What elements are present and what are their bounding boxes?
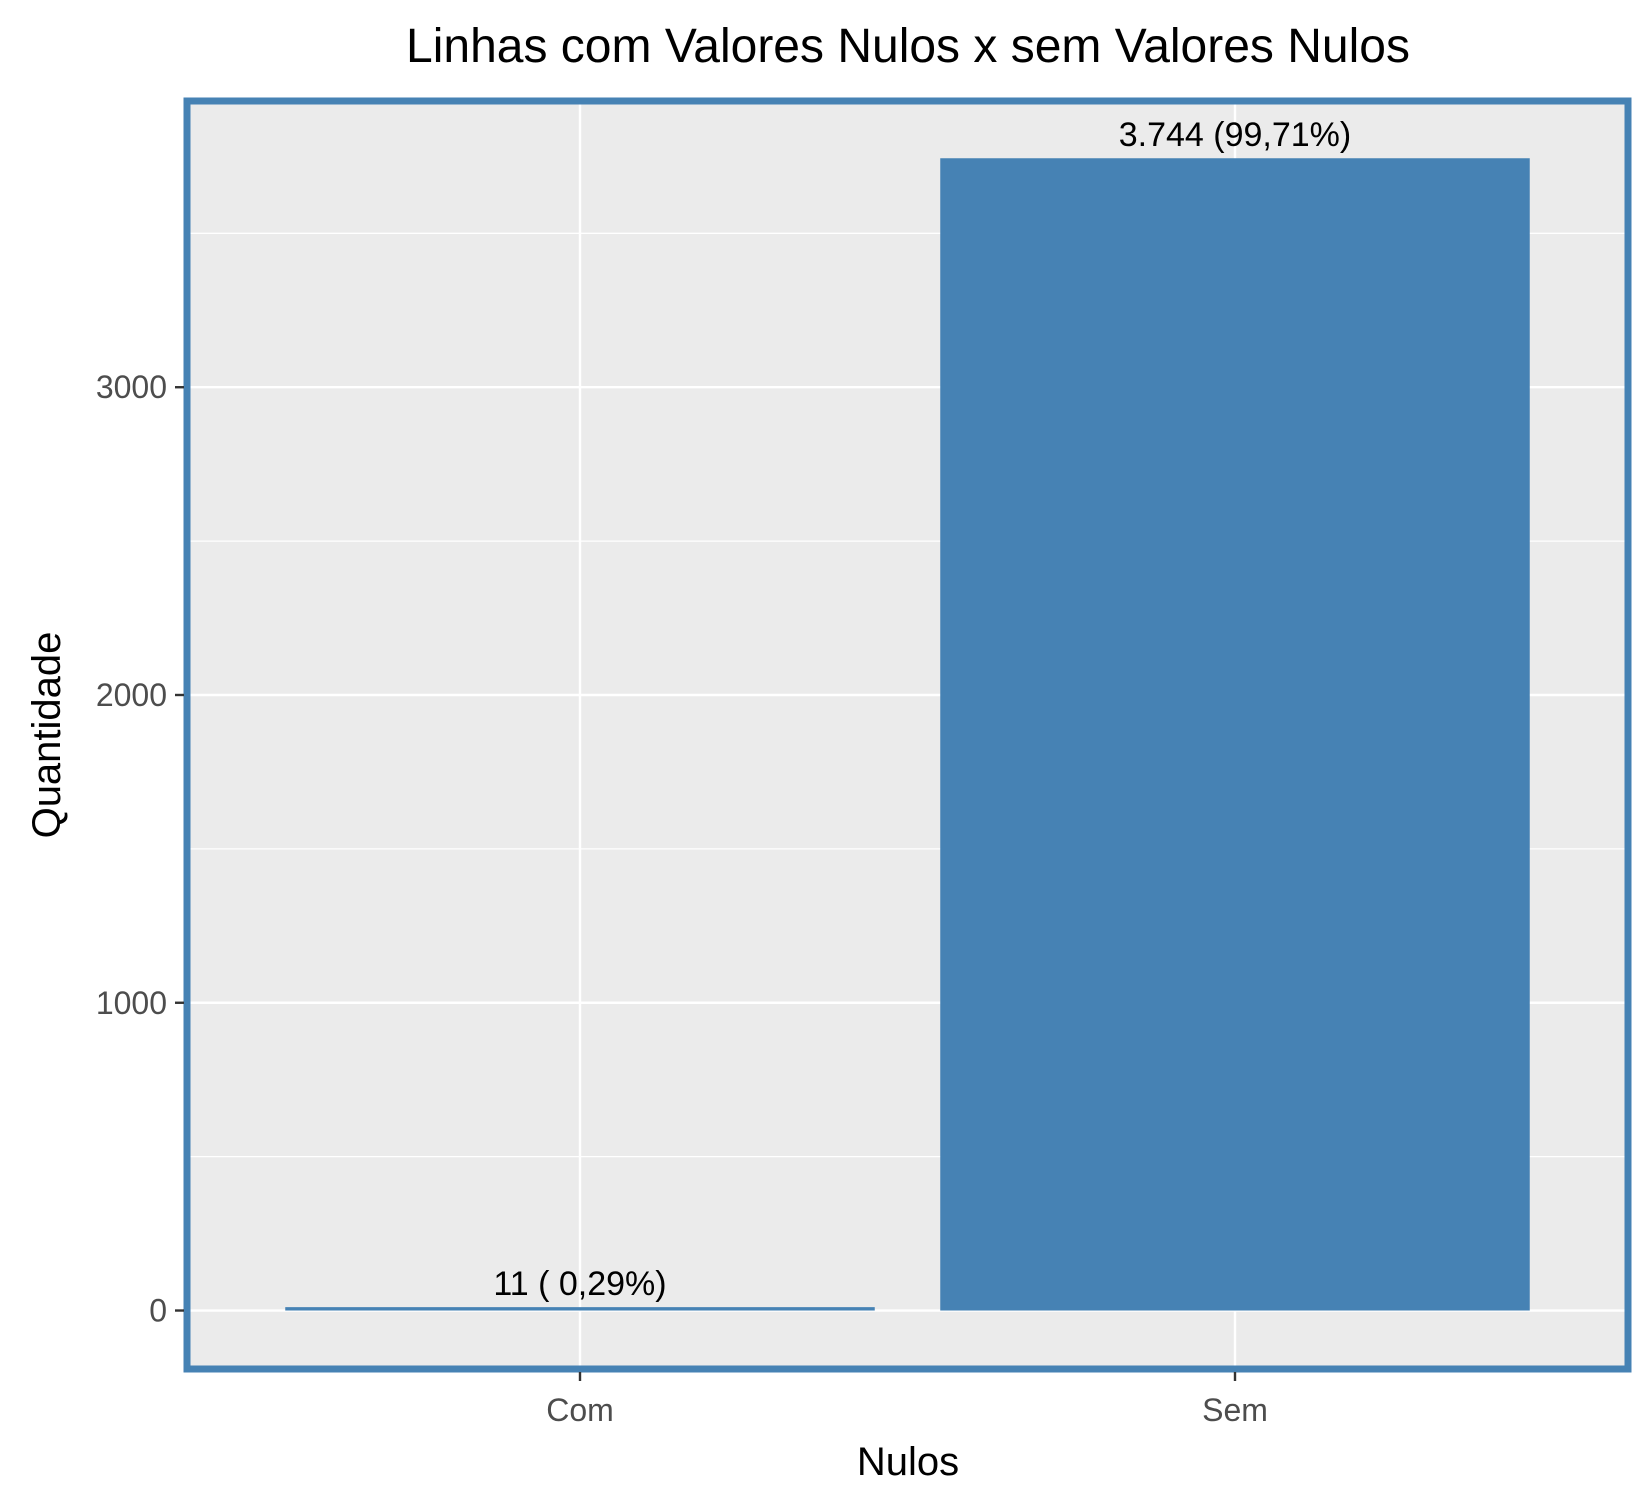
x-axis-title: Nulos xyxy=(857,1440,959,1484)
data-label-com: 11 ( 0,29%) xyxy=(493,1265,666,1303)
x-axis: Com Sem xyxy=(546,1372,1268,1428)
data-label-sem: 3.744 (99,71%) xyxy=(1119,116,1352,154)
plot-border xyxy=(183,97,1632,1373)
y-tick-label: 2000 xyxy=(96,677,167,713)
y-tick-label: 3000 xyxy=(96,369,167,405)
x-tick-label: Sem xyxy=(1202,1392,1268,1428)
x-tick-label: Com xyxy=(546,1392,614,1428)
bar-com xyxy=(285,1307,875,1311)
data-labels: 11 ( 0,29%) 3.744 (99,71%) xyxy=(493,116,1351,1303)
bars xyxy=(285,158,1530,1311)
y-tick-label: 1000 xyxy=(96,985,167,1021)
chart-title: Linhas com Valores Nulos x sem Valores N… xyxy=(406,20,1410,73)
bar-sem xyxy=(940,158,1530,1311)
y-tick-label: 0 xyxy=(149,1293,167,1329)
y-axis-title: Quantidade xyxy=(25,632,69,839)
y-axis: 0 1000 2000 3000 xyxy=(96,369,184,1329)
